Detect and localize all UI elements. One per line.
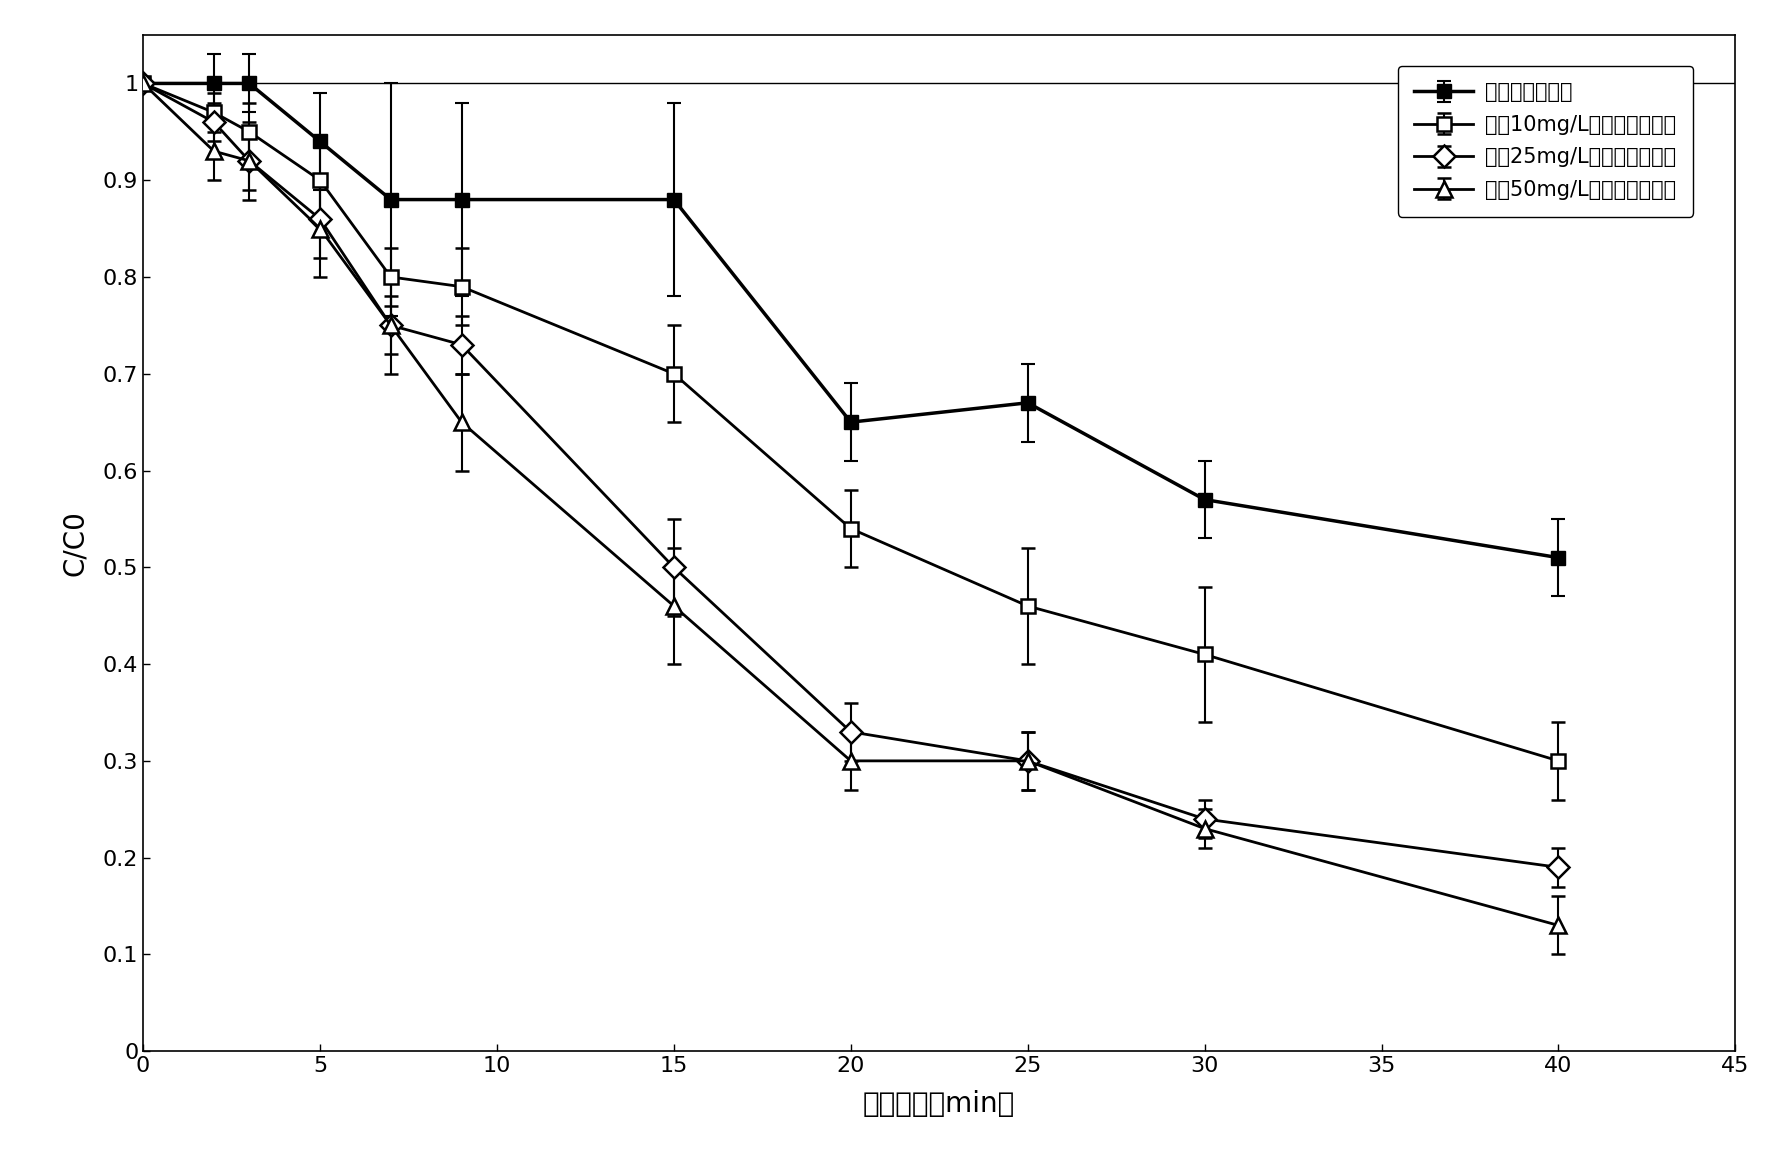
Legend: 不加炭臭氧分解, 加入10mg/L活性炭臭氧衰减, 加入25mg/L活性炭臭氧衰减, 加入50mg/L活性炭臭氧衰减: 不加炭臭氧分解, 加入10mg/L活性炭臭氧衰减, 加入25mg/L活性炭臭氧衰… [1397, 65, 1692, 216]
Y-axis label: C/C0: C/C0 [61, 510, 89, 576]
X-axis label: 反应时间（min）: 反应时间（min） [862, 1090, 1016, 1118]
